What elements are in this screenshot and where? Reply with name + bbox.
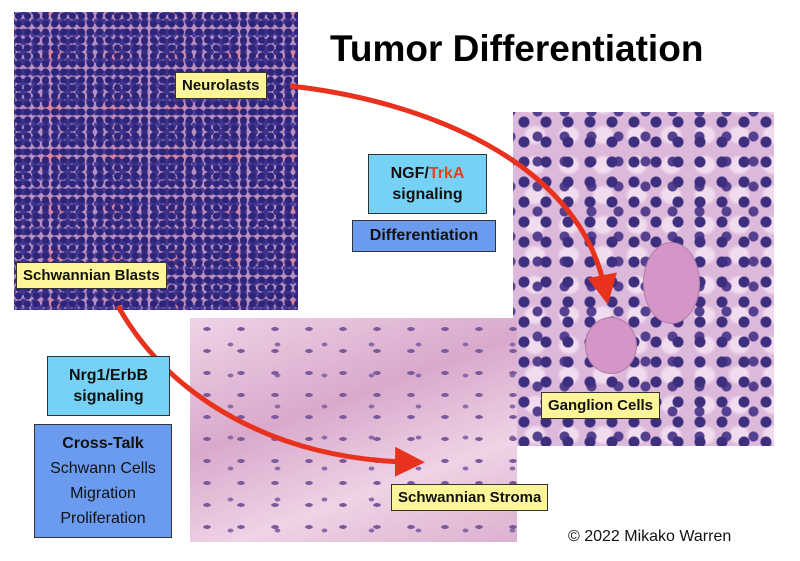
ganglion-cell	[643, 242, 700, 324]
nrg1-text: Nrg1/ErbB	[68, 367, 149, 384]
cross-talk-item: Schwann Cells	[50, 460, 156, 477]
label-ganglion-cells: Ganglion Cells	[541, 392, 661, 419]
label-schwannian-stroma: Schwannian Stroma	[391, 484, 549, 511]
page-title: Tumor Differentiation	[330, 28, 704, 69]
signaling-text: signaling	[392, 186, 463, 203]
copyright: © 2022 Mikako Warren	[568, 528, 732, 545]
cross-talk-box: Cross-Talk Schwann Cells Migration Proli…	[34, 424, 172, 538]
arrow-neuroblasts-to-ganglion	[289, 83, 617, 305]
label-schwannian-blasts: Schwannian Blasts	[16, 262, 167, 289]
arrow-schwannian-to-stroma	[115, 304, 425, 477]
trka-text: TrkA	[428, 165, 465, 182]
neuroblast-histology-image	[14, 12, 298, 310]
cross-talk-title: Cross-Talk	[62, 435, 144, 452]
nrg1-erbb-signaling-box: Nrg1/ErbB signaling	[47, 356, 170, 416]
ganglion-cell-histology-image	[513, 112, 774, 446]
cross-talk-item: Migration	[70, 485, 136, 502]
signaling-text: signaling	[73, 388, 144, 405]
ganglion-cell	[585, 317, 637, 374]
ngf-trka-signaling-box: NGF/TrkA signaling	[368, 154, 487, 214]
cross-talk-item: Proliferation	[60, 510, 146, 527]
label-neuroblasts: Neurolasts	[175, 72, 267, 99]
ngf-text: NGF/	[390, 165, 429, 182]
differentiation-box: Differentiation	[352, 220, 496, 252]
